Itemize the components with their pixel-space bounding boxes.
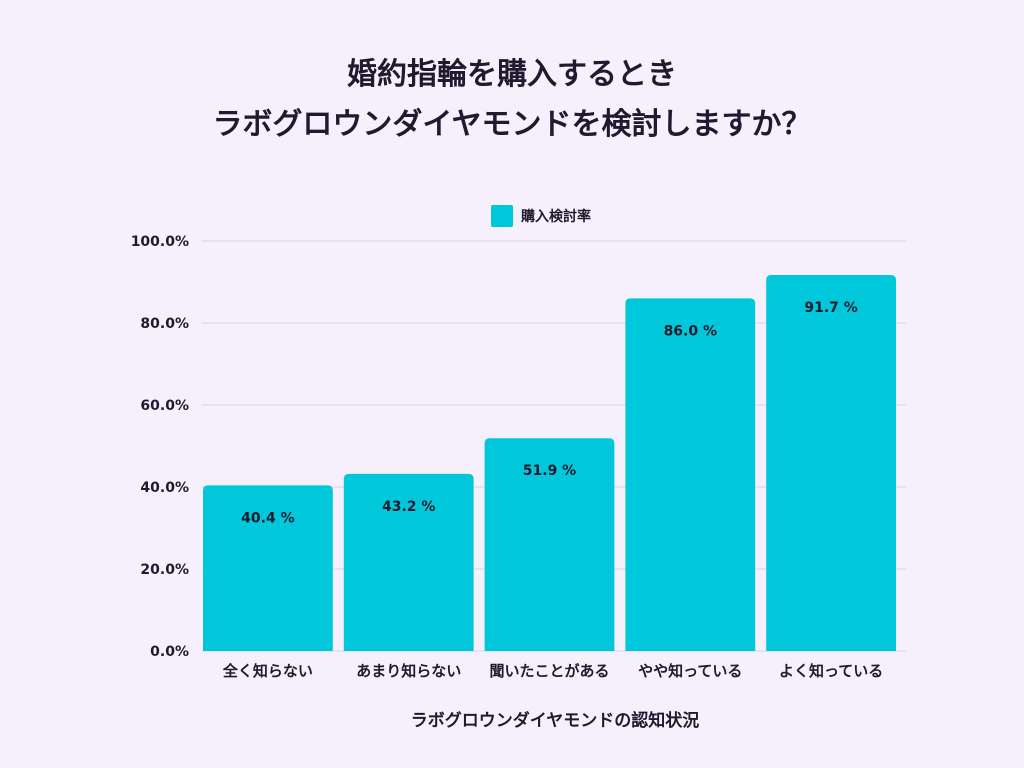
bar [766, 275, 896, 651]
bar [625, 298, 756, 651]
bar-value-label: 86.0 % [664, 323, 717, 339]
bar-value-label: 91.7 % [804, 300, 857, 316]
legend-swatch [491, 205, 513, 227]
y-tick-label: 100.0% [131, 234, 189, 250]
y-axis-ticks: 0.0% 20.0% 40.0% 60.0% 80.0% 100.0% [131, 234, 189, 660]
bar [203, 485, 333, 651]
y-tick-label: 60.0% [140, 398, 189, 414]
x-tick-label: やや知っている [638, 662, 742, 680]
legend-label: 購入検討率 [521, 209, 591, 225]
x-axis-title: ラボグロウンダイヤモンドの認知状況 [410, 711, 700, 731]
bar [343, 473, 474, 651]
chart-title: 婚約指輪を購入するとき ラボグロウンダイヤモンドを検討しますか？ [0, 50, 1024, 150]
x-tick-label: よく知っている [779, 662, 883, 680]
x-tick-label: あまり知らない [356, 662, 461, 680]
bar [484, 438, 615, 651]
chart-title-line-2: ラボグロウンダイヤモンドを検討しますか？ [212, 107, 812, 142]
bar-value-label: 51.9 % [523, 463, 576, 479]
bar-value-label: 40.4 % [241, 510, 294, 526]
x-axis-ticks: 全く知らない あまり知らない 聞いたことがある やや知っている よく知っている [222, 662, 883, 680]
y-tick-label: 80.0% [140, 316, 189, 332]
y-tick-label: 20.0% [140, 562, 189, 578]
y-tick-label: 0.0% [150, 644, 189, 660]
x-tick-label: 全く知らない [222, 662, 313, 680]
bar-value-label: 43.2 % [382, 499, 435, 515]
x-tick-label: 聞いたことがある [489, 662, 609, 680]
bars [203, 275, 896, 651]
data-labels: 40.4 % 43.2 % 51.9 % 86.0 % 91.7 % [241, 300, 858, 526]
chart-title-line-1: 婚約指輪を購入するとき [347, 57, 677, 92]
y-tick-label: 40.0% [140, 480, 189, 496]
chart-legend: 購入検討率 [491, 205, 591, 227]
